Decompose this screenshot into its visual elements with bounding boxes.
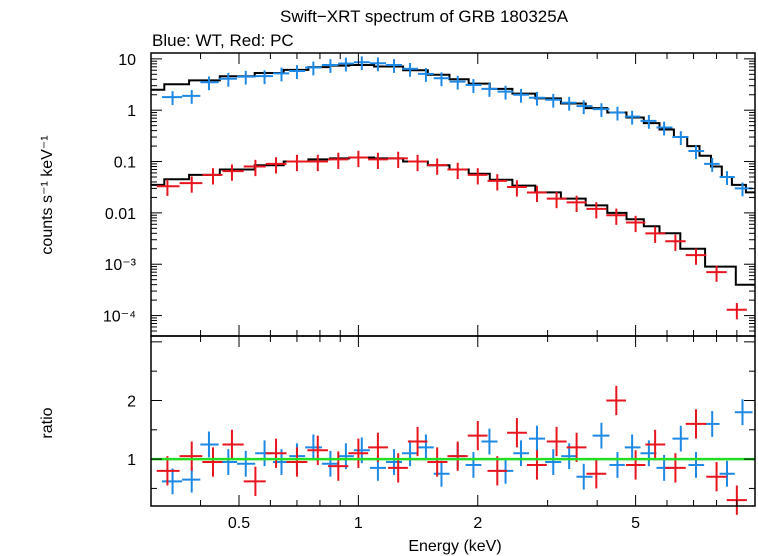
x-tick-label-0: 0.5 xyxy=(228,515,250,532)
model-step-line-1 xyxy=(151,156,755,286)
chart-subtitle: Blue: WT, Red: PC xyxy=(152,31,294,50)
top-y-tick-label-1: 1 xyxy=(127,103,136,120)
top-y-tick-label-5: 10⁻⁴ xyxy=(103,309,136,326)
y-axis-label-ratio: ratio xyxy=(39,407,56,438)
ratio-panel: 0.5 1 2 5 1 2 xyxy=(127,335,756,532)
x-tick-label-3: 5 xyxy=(631,515,640,532)
top-y-tick-label-4: 10⁻³ xyxy=(104,257,136,274)
x-tick-label-1: 1 xyxy=(354,515,363,532)
y-axis-label-spectrum: counts s⁻¹ keV⁻¹ xyxy=(39,135,56,254)
ratio-frame xyxy=(150,335,756,507)
x-tick-label-2: 2 xyxy=(473,515,482,532)
chart-title: Swift−XRT spectrum of GRB 180325A xyxy=(280,7,569,26)
top-y-tick-label-0: 10 xyxy=(118,52,136,69)
top-y-tick-label-2: 0.1 xyxy=(114,155,136,172)
x-axis-label: Energy (keV) xyxy=(408,538,501,555)
spectrum-panel: 10 1 0.1 0.01 10⁻³ 10⁻⁴ xyxy=(103,52,756,337)
ratio-y-tick-label-0: 1 xyxy=(127,452,136,469)
top-y-tick-label-3: 0.01 xyxy=(105,206,136,223)
ratio-y-tick-label-1: 2 xyxy=(127,393,136,410)
